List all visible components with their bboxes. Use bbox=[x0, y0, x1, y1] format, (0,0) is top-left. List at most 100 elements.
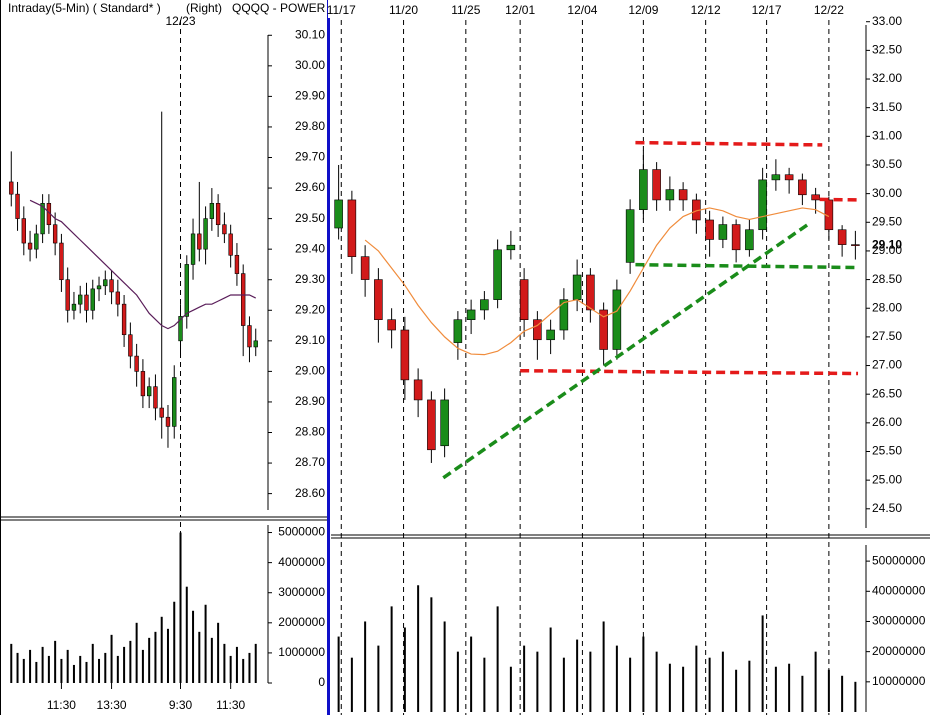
candle-body bbox=[134, 355, 139, 372]
y-tick-label: 25.00 bbox=[872, 472, 902, 486]
volume-bar bbox=[377, 645, 380, 712]
volume-bar bbox=[483, 657, 486, 712]
volume-bar bbox=[254, 643, 257, 683]
candle-body bbox=[27, 242, 33, 250]
volume-bar bbox=[217, 622, 220, 683]
volume-bar bbox=[668, 663, 671, 712]
trendline bbox=[442, 223, 809, 480]
candle-body bbox=[453, 319, 463, 343]
volume-bar bbox=[79, 655, 82, 683]
volume-bar bbox=[576, 639, 579, 712]
candle-body bbox=[40, 203, 45, 235]
y-tick-label: 30000000 bbox=[872, 614, 926, 628]
candle-body bbox=[347, 199, 357, 257]
candle-body bbox=[519, 279, 529, 320]
y-tick-label: 28.60 bbox=[295, 486, 325, 500]
y-tick-label: 29.50 bbox=[872, 214, 902, 228]
volume-bar bbox=[390, 606, 393, 712]
volume-bar bbox=[148, 637, 151, 683]
candle-body bbox=[159, 407, 164, 418]
y-tick-label: 4000000 bbox=[278, 555, 325, 569]
candle-body bbox=[851, 244, 860, 246]
volume-bar bbox=[430, 597, 433, 712]
candle-body bbox=[128, 334, 133, 357]
candle-body bbox=[639, 169, 648, 210]
x-tick-label: 12/17 bbox=[752, 3, 782, 17]
y-tick-label: 29.90 bbox=[295, 89, 325, 103]
trendline bbox=[635, 140, 823, 147]
y-tick-label: 2000000 bbox=[278, 615, 325, 629]
candle-body bbox=[15, 193, 20, 219]
candle-body bbox=[121, 303, 127, 336]
volume-bar bbox=[235, 646, 238, 683]
candle-body bbox=[798, 179, 807, 196]
y-tick-label: 0 bbox=[318, 675, 325, 689]
trendline bbox=[520, 368, 859, 376]
y-tick-label: 27.00 bbox=[872, 358, 902, 372]
volume-bar bbox=[10, 643, 13, 683]
volume-bar bbox=[589, 651, 592, 712]
y-tick-label: 10000000 bbox=[872, 674, 926, 688]
candle-body bbox=[222, 224, 227, 235]
candle-body bbox=[718, 224, 728, 240]
y-tick-label: 24.50 bbox=[872, 501, 902, 515]
candle-body bbox=[665, 189, 675, 201]
candle-body bbox=[837, 229, 847, 245]
moving-average bbox=[29, 199, 256, 330]
candle-body bbox=[165, 416, 171, 427]
candle-body bbox=[811, 194, 820, 201]
volume-bar bbox=[54, 640, 57, 683]
candle-body bbox=[84, 294, 89, 311]
candle-body bbox=[172, 377, 177, 427]
candle-body bbox=[546, 329, 555, 341]
volume-bar bbox=[248, 652, 251, 683]
volume-bar bbox=[761, 615, 764, 712]
candle-body bbox=[678, 189, 688, 201]
y-tick-label: 31.00 bbox=[872, 128, 902, 142]
candle-body bbox=[612, 289, 622, 350]
y-tick-label: 26.00 bbox=[872, 415, 902, 429]
volume-bar bbox=[562, 657, 565, 712]
candle-body bbox=[65, 279, 70, 311]
candle-body bbox=[745, 229, 754, 251]
volume-bar bbox=[110, 634, 113, 683]
volume-bar bbox=[85, 661, 88, 683]
volume-bar bbox=[721, 651, 724, 712]
y-tick-label: 27.50 bbox=[872, 329, 902, 343]
x-tick-label: 11:30 bbox=[47, 698, 76, 712]
y-tick-label: 30.00 bbox=[872, 186, 902, 200]
y-tick-label: 29.40 bbox=[295, 241, 325, 255]
volume-bar bbox=[154, 631, 157, 683]
chart-title: Intraday(5-Min) ( Standard* ) bbox=[8, 1, 161, 15]
volume-bar bbox=[523, 645, 526, 712]
candle-body bbox=[78, 294, 83, 305]
volume-bar bbox=[350, 657, 353, 712]
window-divider bbox=[327, 0, 330, 715]
volume-bar bbox=[642, 636, 645, 712]
candle-body bbox=[9, 181, 14, 195]
volume-bar bbox=[242, 658, 245, 683]
candle-body bbox=[784, 174, 794, 181]
volume-bar bbox=[337, 636, 340, 712]
x-tick-label: 11/20 bbox=[389, 3, 418, 17]
volume-bar bbox=[655, 651, 658, 712]
y-tick-label: 20000000 bbox=[872, 644, 926, 658]
volume-bar bbox=[192, 610, 195, 683]
candle-body bbox=[705, 219, 714, 240]
x-tick-label: 12/22 bbox=[814, 3, 844, 17]
candle-body bbox=[153, 386, 158, 409]
volume-bar bbox=[41, 646, 44, 683]
chart-subtitle: (Right) bbox=[186, 1, 222, 15]
volume-bar bbox=[708, 657, 711, 712]
volume-bar bbox=[456, 651, 459, 712]
volume-bar bbox=[204, 604, 207, 683]
candle-body bbox=[234, 254, 240, 274]
y-tick-label: 26.50 bbox=[872, 386, 902, 400]
volume-bar bbox=[116, 655, 119, 683]
candle-body bbox=[90, 288, 95, 311]
moving-average bbox=[364, 207, 830, 356]
candle-body bbox=[400, 329, 410, 381]
candle-body bbox=[215, 203, 221, 226]
volume-bar bbox=[29, 649, 32, 683]
